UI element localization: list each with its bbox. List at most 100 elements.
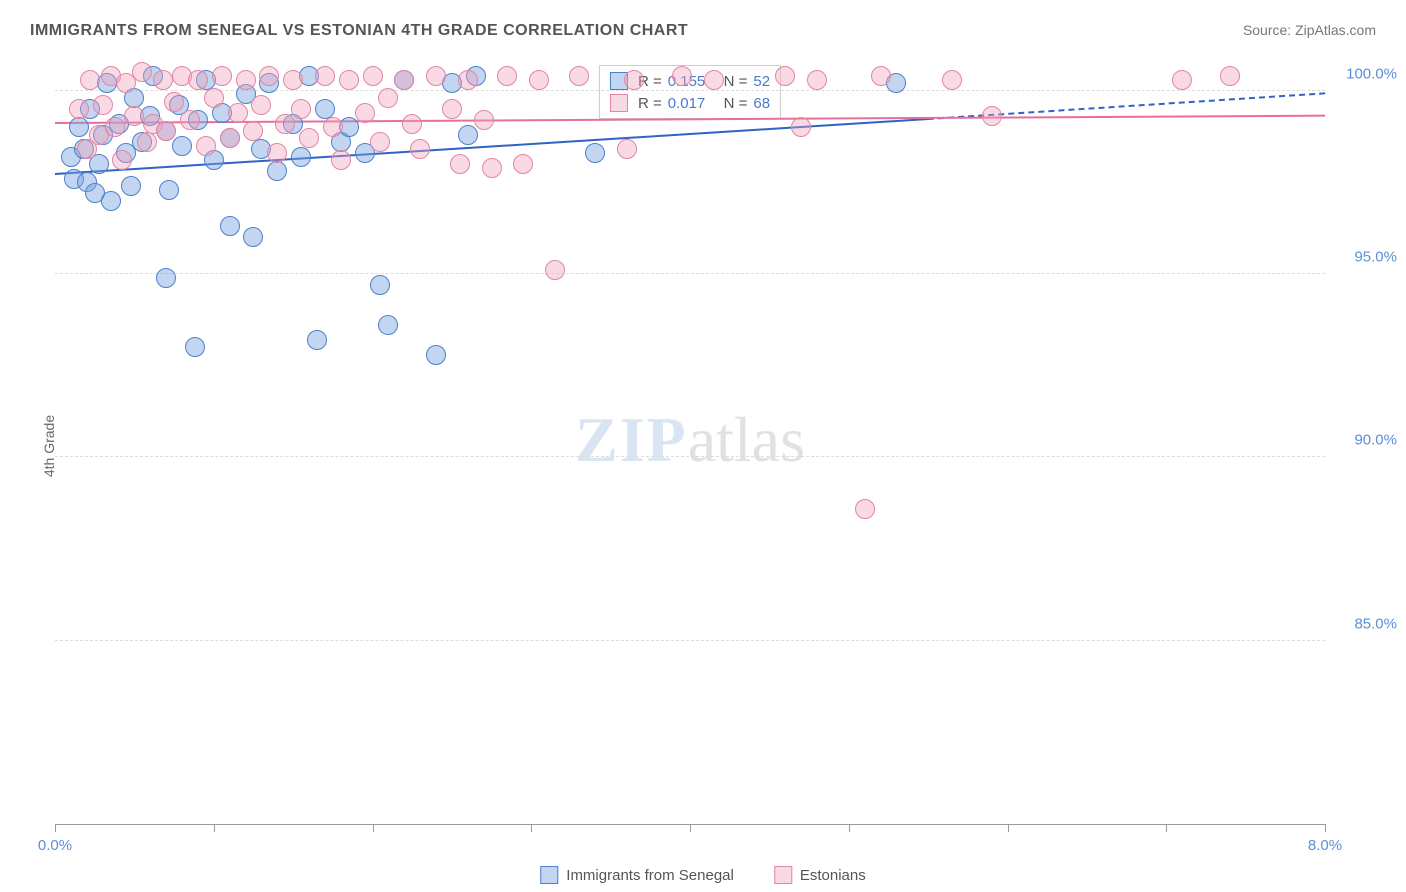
data-point-estonians <box>1172 70 1192 90</box>
bottom-legend: Immigrants from Senegal Estonians <box>540 866 865 884</box>
y-tick-label: 95.0% <box>1354 249 1397 266</box>
data-point-estonians <box>69 99 89 119</box>
data-point-estonians <box>410 139 430 159</box>
data-point-senegal <box>156 268 176 288</box>
data-point-estonians <box>394 70 414 90</box>
data-point-estonians <box>299 128 319 148</box>
data-point-estonians <box>458 70 478 90</box>
data-point-estonians <box>791 117 811 137</box>
data-point-estonians <box>80 70 100 90</box>
data-point-estonians <box>624 70 644 90</box>
data-point-senegal <box>307 330 327 350</box>
data-point-senegal <box>426 345 446 365</box>
legend-item: Immigrants from Senegal <box>540 866 734 884</box>
watermark-part2: atlas <box>688 404 805 475</box>
data-point-estonians <box>259 66 279 86</box>
data-point-estonians <box>513 154 533 174</box>
data-point-senegal <box>267 161 287 181</box>
data-point-estonians <box>482 158 502 178</box>
data-point-senegal <box>378 315 398 335</box>
data-point-senegal <box>220 216 240 236</box>
x-tick <box>55 824 56 832</box>
data-point-estonians <box>323 117 343 137</box>
data-point-senegal <box>291 147 311 167</box>
data-point-senegal <box>315 99 335 119</box>
data-point-estonians <box>617 139 637 159</box>
data-point-senegal <box>585 143 605 163</box>
data-point-estonians <box>212 66 232 86</box>
data-point-estonians <box>871 66 891 86</box>
data-point-estonians <box>339 70 359 90</box>
data-point-estonians <box>378 88 398 108</box>
gridline <box>55 456 1325 457</box>
data-point-estonians <box>105 117 125 137</box>
legend-item: Estonians <box>774 866 866 884</box>
data-point-estonians <box>93 95 113 115</box>
gridline <box>55 640 1325 641</box>
data-point-estonians <box>807 70 827 90</box>
data-point-estonians <box>1220 66 1240 86</box>
x-tick <box>1166 824 1167 832</box>
y-tick-label: 100.0% <box>1346 65 1397 82</box>
data-point-estonians <box>704 70 724 90</box>
data-point-estonians <box>672 66 692 86</box>
data-point-estonians <box>331 150 351 170</box>
data-point-estonians <box>204 88 224 108</box>
data-point-estonians <box>267 143 287 163</box>
watermark-part1: ZIP <box>575 404 688 475</box>
x-tick <box>1325 824 1326 832</box>
data-point-estonians <box>196 136 216 156</box>
x-tick <box>690 824 691 832</box>
x-tick <box>214 824 215 832</box>
data-point-estonians <box>402 114 422 134</box>
data-point-estonians <box>545 260 565 280</box>
stat-row: R = 0.017 N = 68 <box>610 92 770 114</box>
data-point-estonians <box>775 66 795 86</box>
data-point-estonians <box>426 66 446 86</box>
data-point-estonians <box>363 66 383 86</box>
stat-r: R = 0.017 <box>638 95 705 112</box>
legend-swatch <box>774 866 792 884</box>
data-point-senegal <box>458 125 478 145</box>
legend-swatch <box>540 866 558 884</box>
data-point-estonians <box>220 128 240 148</box>
legend-label: Immigrants from Senegal <box>566 867 734 884</box>
data-point-senegal <box>121 176 141 196</box>
x-tick-label: 8.0% <box>1308 837 1342 854</box>
watermark: ZIPatlas <box>575 403 805 477</box>
data-point-estonians <box>855 499 875 519</box>
data-point-estonians <box>474 110 494 130</box>
chart-source: Source: ZipAtlas.com <box>1243 22 1376 38</box>
data-point-estonians <box>569 66 589 86</box>
x-tick-label: 0.0% <box>38 837 72 854</box>
data-point-estonians <box>442 99 462 119</box>
data-point-senegal <box>159 180 179 200</box>
legend-swatch <box>610 94 628 112</box>
data-point-estonians <box>497 66 517 86</box>
x-tick <box>531 824 532 832</box>
data-point-estonians <box>124 106 144 126</box>
data-point-estonians <box>450 154 470 174</box>
data-point-estonians <box>315 66 335 86</box>
data-point-senegal <box>69 117 89 137</box>
data-point-senegal <box>243 227 263 247</box>
data-point-estonians <box>188 70 208 90</box>
data-point-estonians <box>942 70 962 90</box>
data-point-estonians <box>153 70 173 90</box>
x-tick <box>373 824 374 832</box>
data-point-estonians <box>137 132 157 152</box>
gridline <box>55 273 1325 274</box>
chart-area: ZIPatlas R = 0.155 N = 52R = 0.017 N = 6… <box>55 55 1325 825</box>
chart-title: IMMIGRANTS FROM SENEGAL VS ESTONIAN 4TH … <box>30 22 688 40</box>
data-point-estonians <box>180 110 200 130</box>
data-point-estonians <box>355 103 375 123</box>
data-point-estonians <box>251 95 271 115</box>
data-point-estonians <box>370 132 390 152</box>
x-tick <box>849 824 850 832</box>
data-point-estonians <box>156 121 176 141</box>
data-point-estonians <box>236 70 256 90</box>
legend-label: Estonians <box>800 867 866 884</box>
data-point-senegal <box>185 337 205 357</box>
data-point-estonians <box>112 150 132 170</box>
data-point-estonians <box>529 70 549 90</box>
